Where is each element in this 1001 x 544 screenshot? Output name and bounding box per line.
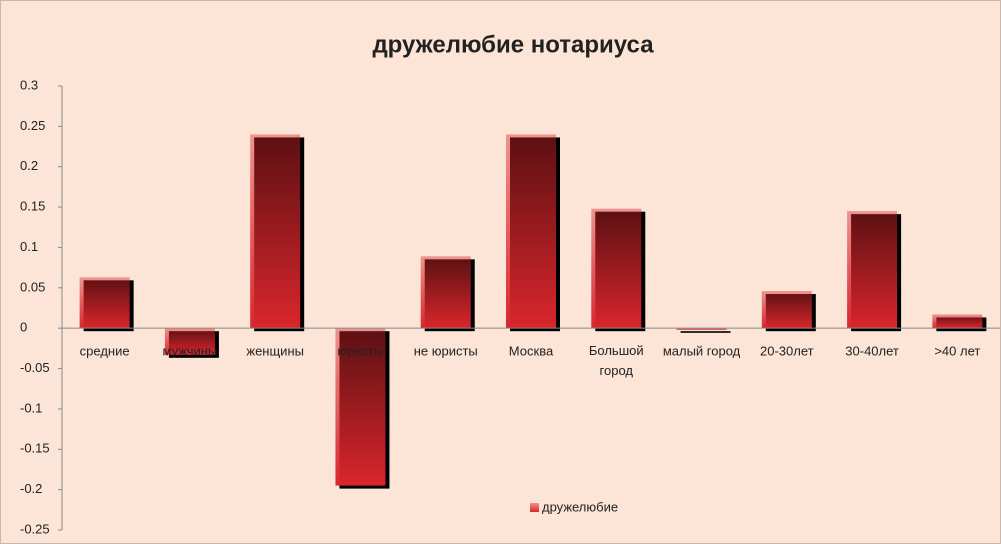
bar xyxy=(676,328,727,330)
x-tick-label: малый город xyxy=(663,343,741,358)
x-tick-label: 20-30лет xyxy=(760,343,814,358)
bar xyxy=(506,134,556,329)
y-tick-label: -0.1 xyxy=(20,400,42,415)
bar xyxy=(761,291,812,329)
y-tick-label: -0.25 xyxy=(20,521,50,536)
x-tick-label: юристы xyxy=(337,343,383,358)
y-tick-label: 0.05 xyxy=(20,279,45,294)
x-tick-label: 30-40лет xyxy=(845,343,899,358)
y-tick-label: 0.2 xyxy=(20,158,38,173)
legend-label: дружелюбие xyxy=(542,499,618,514)
y-tick-label: 0 xyxy=(20,320,27,335)
y-tick-label: 0.15 xyxy=(20,199,45,214)
y-tick-label: 0.25 xyxy=(20,118,45,133)
bar xyxy=(79,277,130,329)
x-tick-label: мужчины xyxy=(162,343,217,358)
legend-swatch xyxy=(530,503,539,512)
bar xyxy=(591,208,642,329)
bar-shadow xyxy=(680,331,731,333)
y-tick-label: 0.3 xyxy=(20,77,38,92)
bar xyxy=(847,211,898,329)
y-tick-label: -0.05 xyxy=(20,360,50,375)
x-tick-label: средние xyxy=(80,343,130,358)
x-tick-label: >40 лет xyxy=(934,343,980,358)
bar xyxy=(932,314,983,329)
y-tick-label: -0.15 xyxy=(20,441,50,456)
y-tick-label: -0.2 xyxy=(20,481,42,496)
y-tick-label: 0.1 xyxy=(20,239,38,254)
bar xyxy=(164,328,215,355)
chart-title: дружелюбие нотариуса xyxy=(372,31,654,58)
x-tick-label: Москва xyxy=(509,343,554,358)
x-tick-label: Большой город xyxy=(589,343,644,378)
bar xyxy=(420,256,471,329)
bar xyxy=(335,328,386,486)
bar xyxy=(250,134,301,329)
x-tick-label: не юристы xyxy=(414,343,478,358)
x-tick-label: женщины xyxy=(246,343,304,358)
